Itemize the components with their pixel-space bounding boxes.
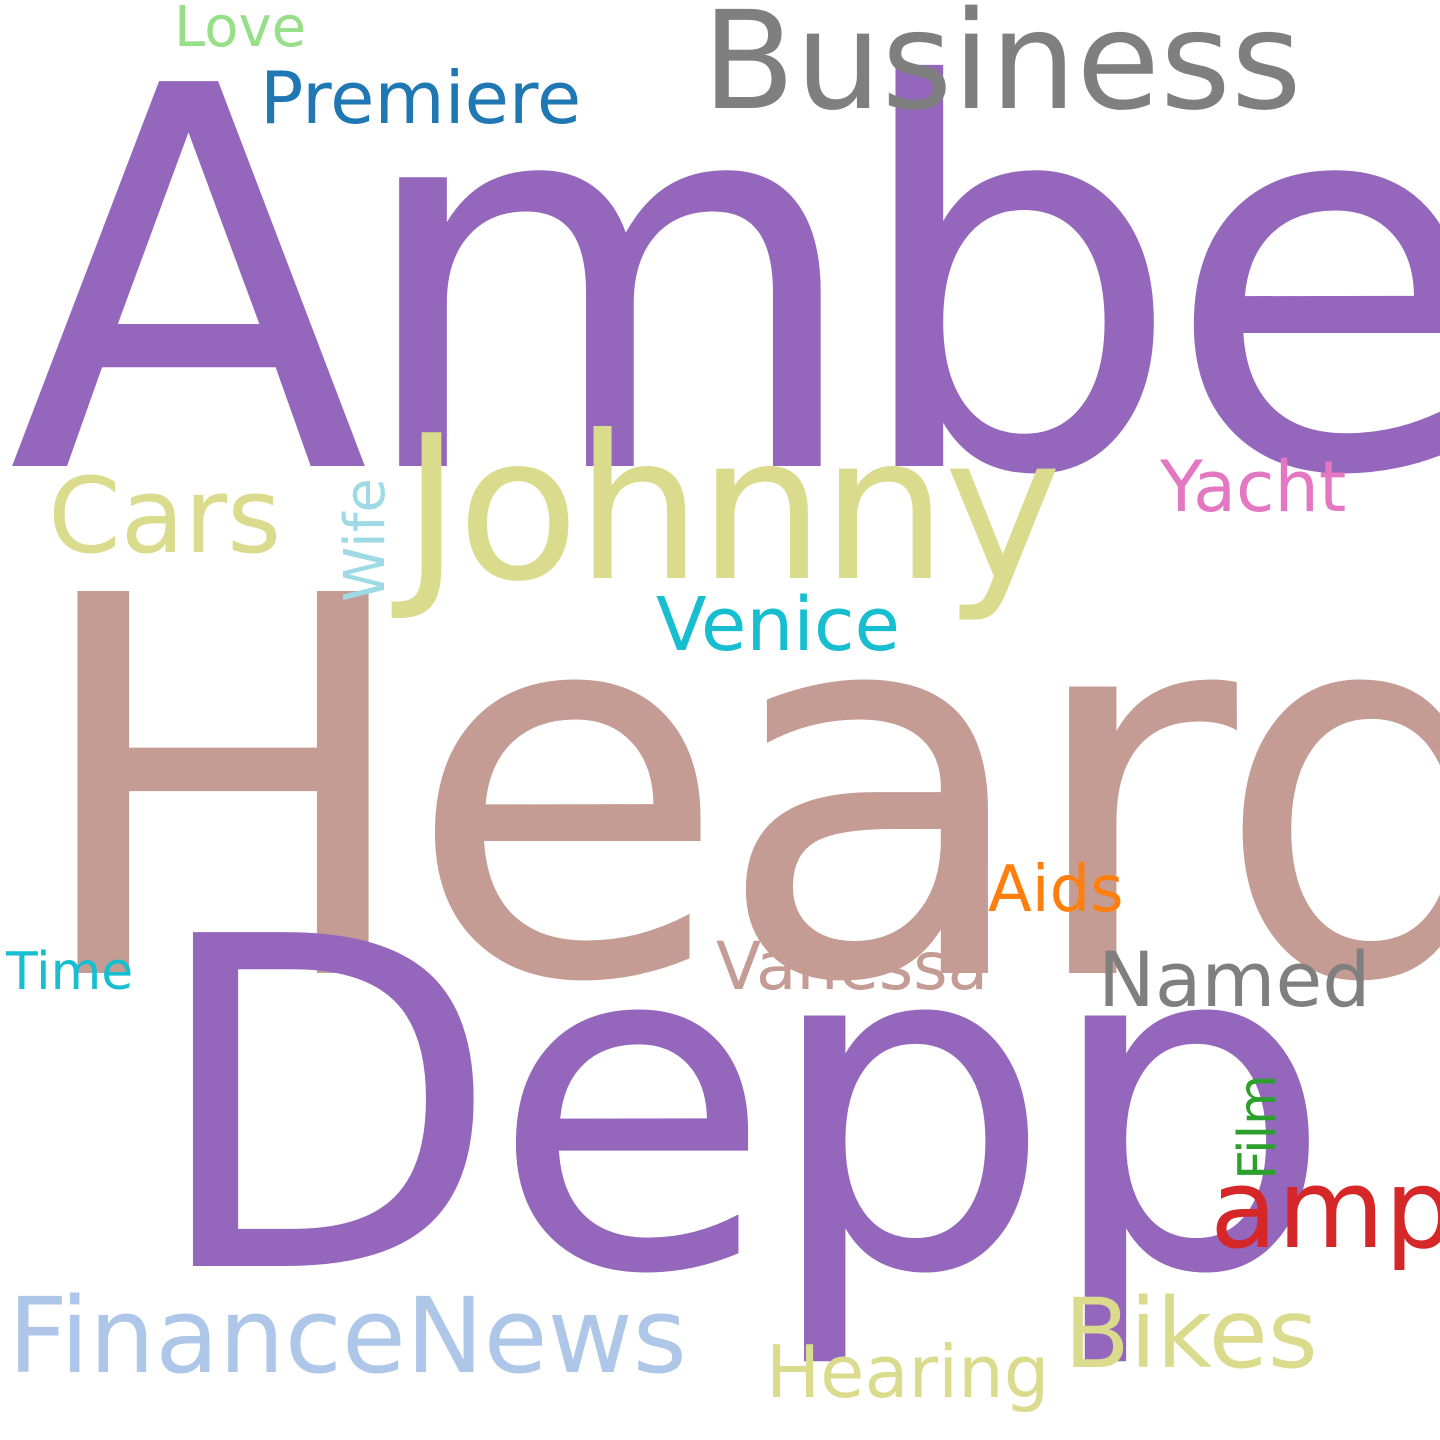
word-venice: Venice [656, 582, 901, 668]
word-cars: Cars [48, 455, 282, 577]
word-wife: Wife [333, 478, 398, 602]
word-yacht: Yacht [1160, 446, 1347, 528]
word-aids: Aids [988, 853, 1124, 927]
word-love: Love [174, 0, 307, 60]
word-named: Named [1098, 935, 1371, 1024]
word-depp: Depp [148, 842, 1334, 1375]
word-bikes: Bikes [1064, 1278, 1318, 1390]
word-time: Time [6, 942, 134, 1002]
word-vanessa: Vanessa [716, 928, 989, 1005]
word-heard: Heard [26, 487, 1440, 1097]
word-financenews: FinanceNews [8, 1275, 687, 1397]
word-amber: Amber [8, 0, 1440, 591]
word-hearing: Hearing [766, 1330, 1050, 1414]
word-johnny: Johnny [402, 393, 1062, 626]
word-amp: amp [1210, 1145, 1440, 1273]
word-business: Business [702, 0, 1302, 141]
word-premiere: Premiere [260, 56, 582, 140]
